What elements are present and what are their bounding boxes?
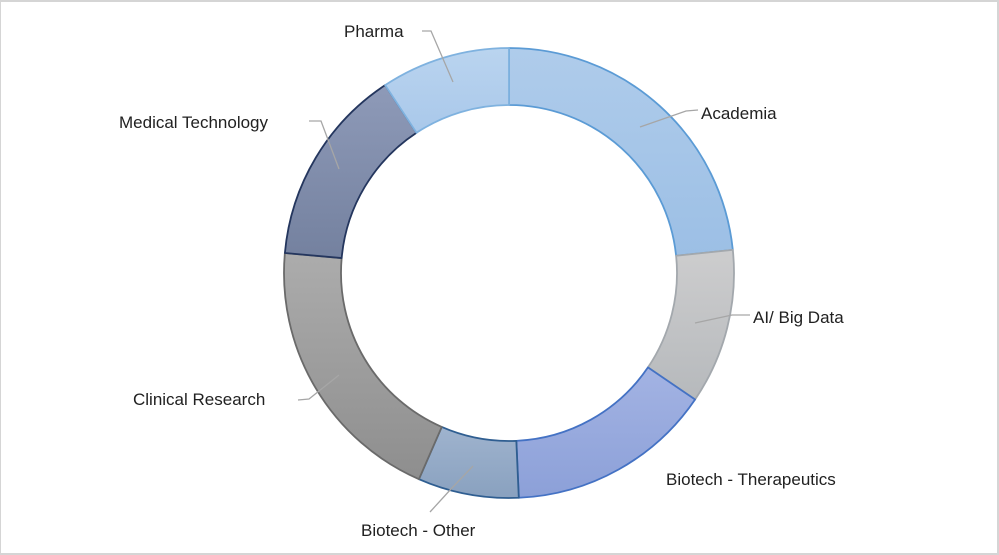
category-label-biotech-other: Biotech - Other (361, 521, 476, 540)
category-label-medical-technology: Medical Technology (119, 113, 268, 132)
category-label-ai-big-data: AI/ Big Data (753, 308, 844, 327)
category-label-clinical-research: Clinical Research (133, 390, 266, 409)
leader-line-ai-big-data (694, 314, 750, 324)
leader-line-biotech-other (429, 465, 474, 513)
donut-segment-academia (508, 47, 734, 257)
category-label-pharma: Pharma (344, 22, 404, 41)
category-label-biotech-therapeutics: Biotech - Therapeutics (666, 470, 836, 489)
category-label-academia: Academia (701, 104, 777, 123)
donut-segment-clinical-research (283, 252, 443, 481)
leader-line-pharma (422, 30, 454, 83)
donut-segment-medical-technology (283, 84, 418, 259)
leader-line-academia (639, 109, 699, 128)
donut-segment-pharma (384, 47, 510, 134)
leader-line-clinical-research (297, 374, 340, 401)
leader-line-medical-technology (309, 120, 340, 170)
